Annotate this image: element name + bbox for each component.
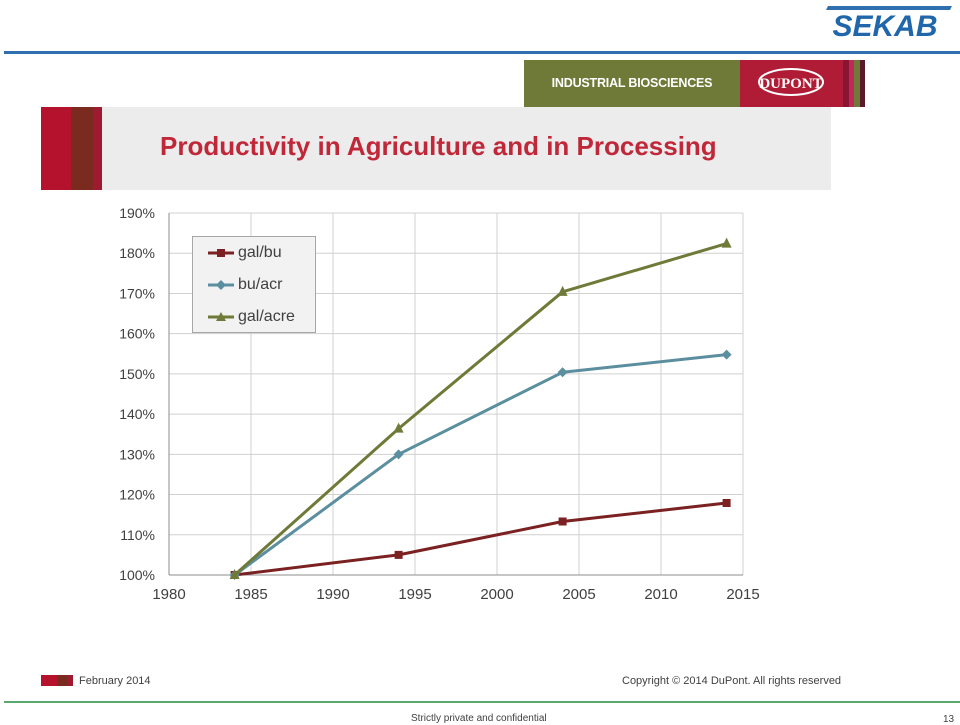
x-tick-label: 1980 [152, 586, 185, 603]
confidential-note: Strictly private and confidential [411, 713, 547, 724]
series-line-bu-acr [233, 353, 727, 577]
dupont-oval-icon: DUPONT [758, 68, 824, 96]
legend-swatch-bu-acr [208, 280, 234, 290]
title-stripes [41, 107, 102, 190]
data-point-bu-acr [557, 367, 568, 378]
title-band: Productivity in Agriculture and in Proce… [41, 107, 831, 190]
x-tick-label: 1990 [316, 586, 349, 603]
legend-label: bu/acr [238, 276, 283, 293]
data-point-gal-bu [558, 517, 567, 526]
banner-stripes [843, 60, 865, 107]
dupont-banner: INDUSTRIAL BIOSCIENCES DUPONT [524, 60, 865, 107]
y-tick-label: 190% [119, 205, 155, 221]
header-rule [4, 51, 960, 54]
data-point-gal-acre [393, 422, 404, 433]
series-line-gal-acre [233, 242, 728, 577]
legend-swatch-gal-bu [208, 249, 234, 257]
footer-color-mark [41, 675, 73, 686]
banner-text: INDUSTRIAL BIOSCIENCES [524, 60, 740, 107]
dupont-logo: DUPONT [740, 60, 843, 107]
x-tick-label: 1985 [234, 586, 267, 603]
data-point-bu-acr [393, 449, 404, 460]
footer-rule [4, 701, 960, 703]
y-tick-label: 120% [119, 487, 155, 503]
data-point-gal-acre [557, 285, 568, 296]
y-tick-label: 140% [119, 406, 155, 422]
x-tick-label: 1995 [398, 586, 431, 603]
x-tick-label: 2015 [726, 586, 759, 603]
legend-item-gal-bu: gal/bu [193, 242, 315, 264]
page-number: 13 [943, 714, 955, 725]
y-tick-label: 130% [119, 446, 155, 462]
chart-legend: gal/bu bu/acr gal/acre [192, 236, 316, 333]
y-tick-label: 100% [119, 567, 155, 583]
footer-copyright: Copyright © 2014 DuPont. All rights rese… [622, 675, 842, 687]
sekab-logo-text: SEKAB [832, 10, 937, 42]
data-point-gal-bu [722, 499, 731, 508]
y-tick-label: 150% [119, 366, 155, 382]
legend-swatch-gal-acre [208, 312, 234, 321]
sekab-logo-swoosh [826, 6, 952, 10]
footer-date: February 2014 [79, 675, 151, 687]
page-title: Productivity in Agriculture and in Proce… [160, 131, 717, 161]
legend-item-gal-acre: gal/acre [193, 306, 315, 328]
data-point-gal-acre [229, 569, 240, 579]
legend-label: gal/acre [238, 308, 295, 325]
y-tick-label: 170% [119, 285, 155, 301]
x-tick-label: 2000 [480, 586, 513, 603]
y-tick-label: 160% [119, 326, 155, 342]
legend-item-bu-acr: bu/acr [193, 274, 315, 296]
x-tick-label: 2010 [644, 586, 677, 603]
x-tick-label: 2005 [562, 586, 595, 603]
y-tick-label: 110% [120, 527, 155, 543]
dupont-logo-text: DUPONT [759, 76, 822, 92]
y-tick-label: 180% [119, 245, 155, 261]
series-line-gal-bu [234, 501, 727, 577]
legend-label: gal/bu [238, 244, 282, 261]
data-point-bu-acr [721, 349, 732, 360]
data-point-gal-acre [721, 237, 732, 248]
data-point-gal-bu [394, 550, 403, 559]
sekab-logo: SEKAB [826, 6, 952, 42]
